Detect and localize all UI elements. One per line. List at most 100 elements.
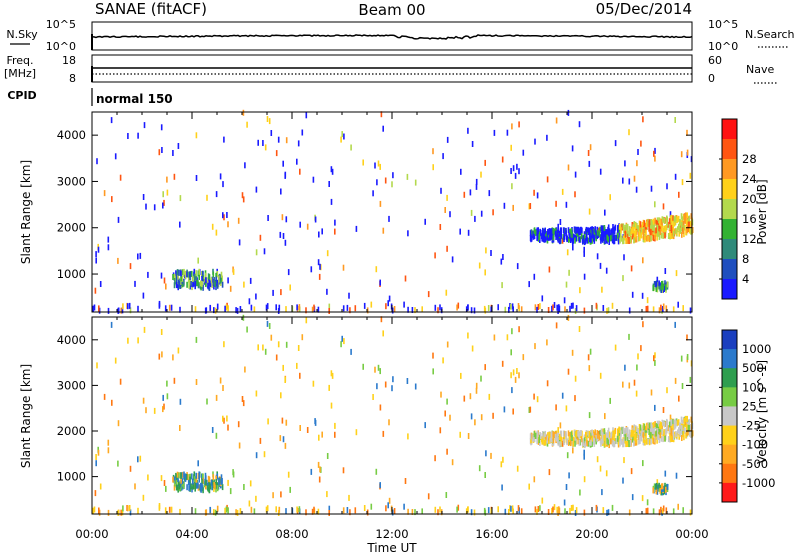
echo-cell xyxy=(652,285,654,292)
echo-cell xyxy=(427,291,430,298)
echo-cell xyxy=(127,303,129,310)
echo-cell xyxy=(543,439,545,446)
echo-cell xyxy=(175,472,177,479)
colorbar-tick-label: 8 xyxy=(742,252,749,266)
echo-cell xyxy=(666,423,668,430)
echo-cell xyxy=(678,223,680,230)
echo-cell xyxy=(658,283,660,290)
echo-cell xyxy=(473,509,476,516)
echo-cell xyxy=(613,441,616,448)
echo-cell xyxy=(187,474,189,481)
echo-cell xyxy=(679,219,682,226)
echo-cell xyxy=(211,223,214,230)
colorbar-segment xyxy=(722,368,737,388)
echo-cell xyxy=(616,435,619,442)
echo-cell xyxy=(259,437,262,444)
echo-cell xyxy=(666,183,668,190)
echo-cell xyxy=(661,216,664,223)
echo-cell xyxy=(644,439,646,446)
echo-cell xyxy=(631,494,634,501)
echo-cell xyxy=(673,216,675,223)
echo-cell xyxy=(445,289,448,296)
echo-cell xyxy=(211,281,213,288)
echo-cell xyxy=(653,224,655,231)
echo-cell xyxy=(544,236,547,243)
echo-cell xyxy=(214,281,216,287)
echo-cell xyxy=(549,234,551,241)
echo-cell xyxy=(574,395,576,402)
echo-cell xyxy=(642,233,645,240)
echo-cell xyxy=(567,227,570,234)
echo-cell xyxy=(621,223,624,230)
echo-cell xyxy=(241,396,244,402)
echo-cell xyxy=(205,509,208,516)
echo-cell xyxy=(567,314,570,321)
echo-cell xyxy=(689,509,692,516)
echo-cell xyxy=(683,231,685,238)
echo-cell xyxy=(222,385,224,391)
echo-cell xyxy=(179,398,182,405)
echo-cell xyxy=(567,109,570,116)
echo-cell xyxy=(434,455,436,462)
echo-cell xyxy=(651,433,654,440)
echo-cell xyxy=(265,304,268,311)
echo-cell xyxy=(191,473,193,480)
echo-cell xyxy=(285,508,287,515)
echo-cell xyxy=(632,429,634,436)
echo-cell xyxy=(558,230,561,237)
echo-cell xyxy=(227,424,229,431)
nave-right-top-tick: 60 xyxy=(708,54,722,67)
echo-cell xyxy=(633,440,635,447)
echo-cell xyxy=(224,507,226,514)
echo-cell xyxy=(681,179,684,186)
echo-cell xyxy=(563,435,566,442)
echo-cell xyxy=(633,175,636,182)
echo-cell xyxy=(178,269,180,276)
echo-cell xyxy=(634,426,637,433)
echo-cell xyxy=(225,304,228,311)
echo-cell xyxy=(678,422,681,429)
echo-cell xyxy=(551,431,553,438)
echo-cell xyxy=(328,505,331,512)
echo-cell xyxy=(186,281,188,288)
echo-cell xyxy=(318,231,320,238)
echo-cell xyxy=(213,307,215,314)
echo-cell xyxy=(637,225,639,232)
echo-cell xyxy=(475,387,478,394)
echo-cell xyxy=(565,201,568,208)
frequency-panel: Freq. [MHz] 18 8 60 0 Nave xyxy=(4,54,778,85)
echo-cell xyxy=(672,226,674,233)
echo-cell xyxy=(178,281,181,288)
echo-cell xyxy=(449,414,451,421)
echo-cell xyxy=(529,203,532,209)
echo-cell xyxy=(197,460,199,467)
echo-cell xyxy=(536,437,538,444)
echo-cell xyxy=(242,196,245,203)
echo-cell xyxy=(516,465,519,472)
echo-cell xyxy=(340,341,342,348)
echo-cell xyxy=(248,500,251,507)
echo-cell xyxy=(679,422,682,429)
echo-cell xyxy=(342,264,345,271)
echo-cell xyxy=(451,459,454,466)
echo-cell xyxy=(555,200,557,207)
echo-cell xyxy=(175,484,178,491)
echo-cell xyxy=(202,478,204,484)
echo-cell xyxy=(686,423,688,430)
echo-cell xyxy=(330,370,333,377)
echo-cell xyxy=(687,218,689,225)
echo-cell xyxy=(255,495,257,502)
echo-cell xyxy=(571,231,573,238)
echo-cell xyxy=(587,440,590,447)
echo-cell xyxy=(660,489,662,496)
echo-cell xyxy=(484,269,486,276)
echo-cell xyxy=(301,334,304,341)
echo-cell xyxy=(210,479,213,486)
echo-cell xyxy=(591,237,593,244)
echo-cell xyxy=(224,305,226,312)
velocity-colorbar-label: Velocity [m s^-1] xyxy=(755,360,769,464)
echo-cell xyxy=(192,281,194,288)
echo-cell xyxy=(639,221,642,228)
echo-cell xyxy=(617,225,619,232)
echo-cell xyxy=(646,305,649,312)
